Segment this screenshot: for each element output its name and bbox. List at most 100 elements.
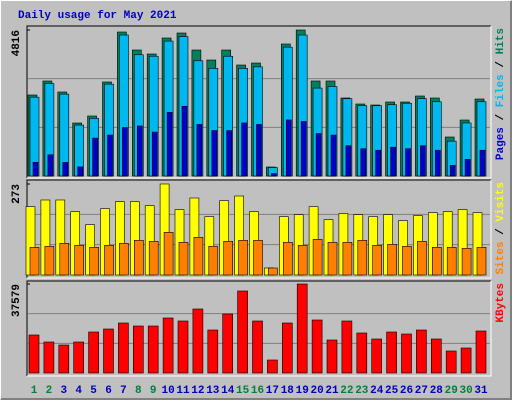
bar [271, 173, 277, 177]
bar [446, 247, 457, 276]
bar [181, 105, 188, 177]
bar [92, 137, 98, 177]
bar [211, 130, 218, 177]
y-tick-label: 37579 [11, 284, 23, 317]
legend-separator: / [495, 228, 507, 235]
bar [256, 124, 262, 177]
bar [166, 112, 173, 177]
x-tick-label: 9 [150, 385, 157, 397]
bar [192, 308, 204, 374]
legend-entry: Pages [495, 127, 507, 160]
bar [372, 245, 383, 276]
bar [300, 121, 307, 177]
bar [390, 146, 396, 177]
y-tick-label: 4816 [11, 30, 23, 56]
legend-entry: Sites [495, 241, 507, 274]
x-tick-label: 14 [221, 385, 235, 397]
x-tick-label: 13 [206, 385, 220, 397]
bar [237, 290, 248, 374]
bar [253, 240, 263, 276]
x-tick-label: 1 [31, 385, 38, 397]
bar [252, 320, 263, 374]
frame-light [27, 26, 492, 179]
bar [356, 332, 368, 374]
bar [28, 334, 40, 374]
legend: KBytes [495, 283, 507, 323]
bar [122, 127, 128, 177]
frame-light [27, 281, 492, 377]
bar [460, 347, 472, 374]
bar [193, 237, 204, 276]
x-tick-label: 17 [266, 385, 279, 397]
legend-entry: Hits [495, 28, 507, 54]
bar [44, 246, 55, 276]
bar [73, 341, 84, 374]
x-tick-label: 28 [430, 385, 444, 397]
bar [88, 331, 99, 374]
bar [226, 130, 232, 177]
bar [62, 162, 69, 177]
bar [285, 119, 292, 177]
bar [163, 232, 174, 276]
bar [208, 246, 219, 276]
bar [267, 359, 278, 374]
x-tick-label: 22 [340, 385, 353, 397]
bar [148, 241, 159, 276]
legend-separator [495, 107, 507, 114]
bar [119, 243, 129, 276]
bar [405, 148, 411, 177]
chart-title: Daily usage for May 2021 [18, 10, 177, 22]
x-tick-label: 15 [236, 385, 250, 397]
bar [297, 245, 308, 276]
bar [386, 331, 397, 374]
x-tick-label: 19 [296, 385, 309, 397]
x-tick-label: 12 [191, 385, 204, 397]
bar [162, 317, 174, 374]
legend-separator [495, 235, 507, 242]
x-tick-label: 31 [474, 385, 488, 397]
legend-entry: KBytes [495, 283, 507, 323]
x-tick-label: 6 [105, 385, 112, 397]
frame-light [27, 180, 492, 279]
x-tick-label: 7 [120, 385, 127, 397]
bar [47, 154, 54, 177]
bar [375, 149, 382, 177]
legend: Sites / Visits [495, 182, 507, 274]
bar [449, 165, 456, 177]
bar [360, 148, 367, 177]
bar [282, 242, 293, 276]
bar [241, 122, 247, 177]
bar [137, 125, 143, 177]
legend-separator [495, 54, 507, 61]
legend-entry: Visits [495, 182, 507, 222]
bar [315, 133, 322, 177]
bar [89, 247, 99, 276]
bar [464, 159, 471, 177]
bar [296, 283, 308, 374]
bar [134, 240, 144, 276]
bar [476, 247, 487, 276]
x-tick-label: 24 [370, 385, 384, 397]
bar [207, 329, 219, 374]
frame-dark [26, 280, 491, 376]
bar [475, 330, 487, 374]
bar [371, 338, 383, 374]
bar [434, 149, 441, 177]
bar [357, 240, 368, 276]
bar [281, 322, 293, 374]
x-tick-label: 29 [445, 385, 458, 397]
bar [341, 320, 353, 374]
legend: Pages / Files / Hits [495, 28, 507, 160]
bar [238, 240, 248, 276]
bar [461, 248, 472, 276]
bar [196, 124, 203, 177]
bar [430, 338, 442, 374]
bar [151, 131, 158, 177]
bar [345, 145, 352, 177]
bar [118, 322, 129, 374]
x-tick-label: 30 [459, 385, 472, 397]
legend-separator [495, 120, 507, 127]
bar [223, 241, 233, 276]
legend-separator [495, 222, 507, 229]
